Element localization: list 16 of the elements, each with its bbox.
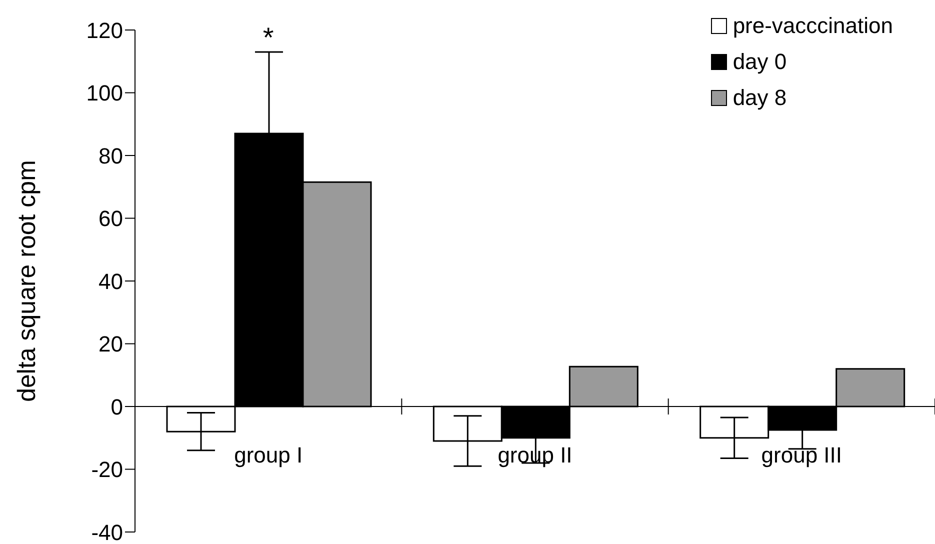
x-tick-label: group III [761,442,842,468]
y-tick-label: 40 [98,268,123,294]
legend-label: pre-vacccination [732,13,893,39]
y-tick-label: 0 [110,394,123,420]
y-tick-label: -40 [91,520,123,544]
y-tick-label: 80 [98,143,123,168]
annotation: * [262,22,274,53]
y-tick-label: 120 [86,18,123,43]
legend-label: day 0 [732,49,787,75]
x-tick-label: group I [234,442,303,468]
legend-label: day 8 [732,85,787,111]
y-axis-title: delta square root cpm [13,160,41,402]
y-tick-label: 100 [86,80,123,106]
y-tick-label: -20 [91,457,123,482]
y-tick-label: 60 [98,206,123,232]
y-tick-label: 20 [98,332,123,357]
